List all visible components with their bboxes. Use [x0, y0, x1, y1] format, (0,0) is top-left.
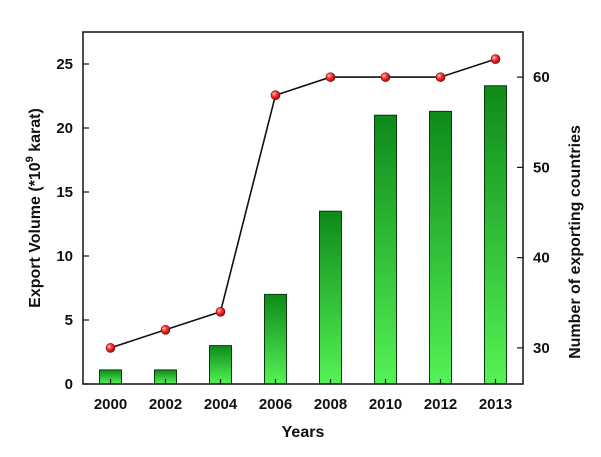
- right-tick-label: 40: [533, 250, 550, 267]
- countries-point-2013: [490, 54, 501, 64]
- bar-2006: [264, 293, 287, 385]
- countries-point-2004: [215, 306, 226, 317]
- left-axis-title-main: Export Volume (*10: [27, 162, 44, 308]
- line-layer: [105, 54, 501, 353]
- left-tick-label: 10: [56, 248, 73, 265]
- countries-point-2012: [435, 72, 446, 82]
- left-tick-label: 15: [56, 184, 73, 201]
- countries-point-2008: [325, 72, 336, 82]
- x-tick-label: 2006: [259, 396, 292, 413]
- x-tick-label: 2013: [479, 396, 512, 413]
- x-tick-label: 2010: [369, 396, 402, 413]
- plot-frame: [82, 31, 524, 385]
- bar-2013: [484, 85, 507, 385]
- bar-2008: [319, 210, 342, 385]
- countries-point-2002: [160, 325, 171, 335]
- bar-2010: [374, 114, 397, 385]
- left-axis-title-tail: karat): [27, 108, 44, 156]
- countries-point-2000: [105, 343, 116, 353]
- bars-layer: [99, 85, 507, 385]
- left-tick-label: 20: [56, 120, 73, 137]
- x-tick-label: 2000: [94, 396, 127, 413]
- right-tick-label: 50: [533, 159, 550, 176]
- x-tick-label: 2012: [424, 396, 457, 413]
- countries-line: [110, 58, 496, 349]
- bar-2012: [429, 110, 452, 385]
- bar-2004: [209, 345, 232, 385]
- countries-point-2006: [270, 90, 281, 100]
- x-tick-label: 2008: [314, 396, 347, 413]
- right-axis-title: Number of exporting countries: [567, 125, 584, 359]
- countries-point-2010: [380, 72, 391, 82]
- left-tick-label: 5: [65, 312, 73, 329]
- left-axis-title-sup: 9: [24, 156, 36, 162]
- left-tick-label: 25: [56, 56, 73, 73]
- x-tick-label: 2002: [149, 396, 182, 413]
- x-axis-title: Years: [282, 424, 325, 441]
- right-tick-label: 30: [533, 340, 550, 357]
- left-axis-title: Export Volume (*109 karat): [24, 108, 44, 308]
- left-tick-label: 0: [65, 376, 73, 393]
- axes-layer: 2000 2002 2004 2006 2008 2010 2012 2013 0 5 10 15 20…: [56, 56, 549, 413]
- x-tick-label: 2004: [204, 396, 238, 413]
- right-tick-label: 60: [533, 69, 550, 86]
